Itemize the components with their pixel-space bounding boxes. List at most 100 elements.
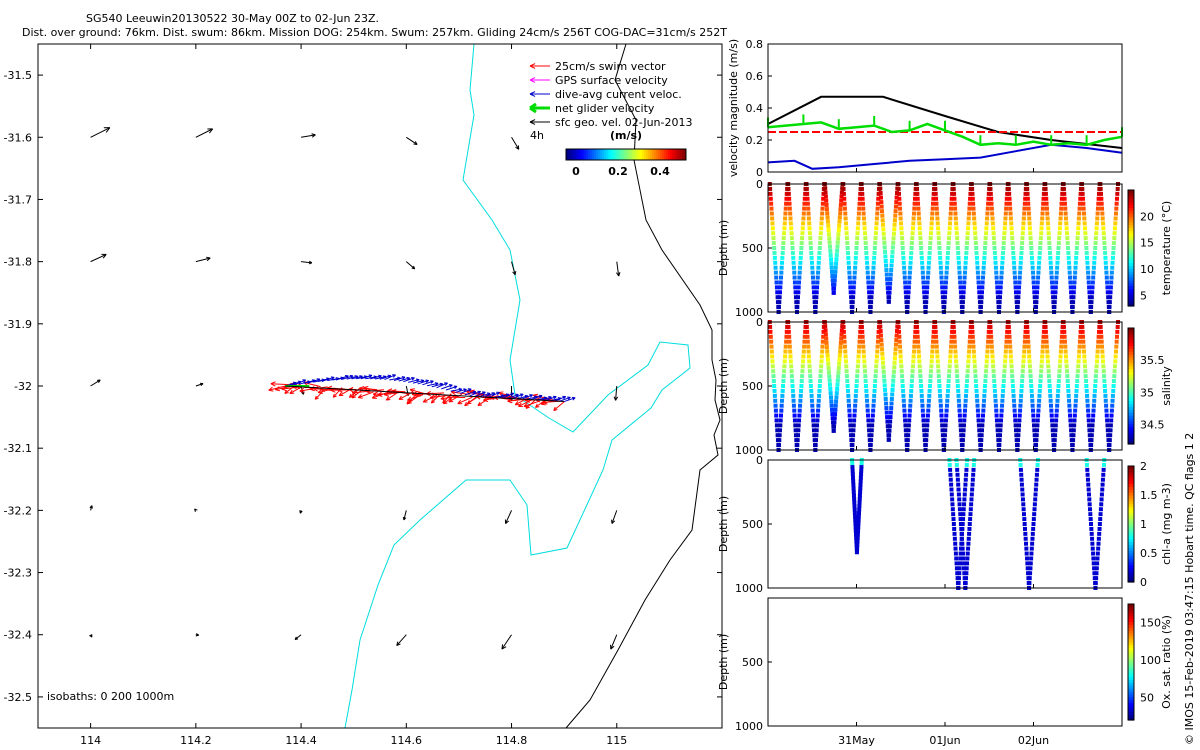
sfc-vector-arrow xyxy=(89,634,93,638)
vel-ytick-label: 0 xyxy=(756,166,763,179)
isobath-label: isobaths: 0 200 1000m xyxy=(47,690,174,703)
dac-vector-arrow xyxy=(559,396,571,402)
depth-ytick-label: 0 xyxy=(756,178,763,191)
dac-vector-arrow xyxy=(464,390,477,396)
map-ytick-label: -32.3 xyxy=(4,567,32,580)
depth-colorbar-label: salinity xyxy=(1160,366,1173,406)
depth-panel-frame xyxy=(767,459,1123,589)
dac-vector-arrow xyxy=(545,395,557,401)
depth-colorbar-tick-label: 150 xyxy=(1140,617,1161,630)
map-xtick-label: 114.6 xyxy=(391,734,423,747)
depth-ytick-label: 500 xyxy=(742,380,763,393)
map-xtick-label: 114.4 xyxy=(285,734,317,747)
legend-swatch xyxy=(529,119,550,125)
depth-ytick-label: 1000 xyxy=(735,444,763,457)
map-ytick-label: -31.6 xyxy=(4,131,32,144)
depth-panel-frame xyxy=(767,597,1123,727)
depth-ytick-label: 0 xyxy=(756,454,763,467)
depth-colorbar: 50 100 150 Ox. sat. ratio (%) xyxy=(1127,603,1173,721)
swim-vector-arrow xyxy=(523,400,540,408)
legend-4h-label: 4h xyxy=(530,129,544,142)
dac-vector-arrow xyxy=(469,390,481,397)
depth-ylabel: Depth (m) xyxy=(717,358,730,414)
depth-colorbar-tick-label: 1 xyxy=(1140,518,1147,531)
sfc-vector-arrow xyxy=(501,634,512,650)
sfc-vector-arrow xyxy=(90,379,101,387)
sfc-vector-arrow xyxy=(405,261,416,270)
legend-label: net glider velocity xyxy=(555,102,655,115)
depth-colorbar-tick-label: 20 xyxy=(1140,210,1154,223)
dac-vector-arrow xyxy=(370,374,382,380)
map-ytick-label: -32 xyxy=(14,380,32,393)
chart-title-line2: Dist. over ground: 76km. Dist. swum: 86k… xyxy=(22,26,727,39)
depth-colorbar-tick-label: 0.5 xyxy=(1140,547,1158,560)
depth-colorbar-tick-label: 35.5 xyxy=(1140,354,1165,367)
dac-vector-arrow xyxy=(403,376,415,383)
swim-vector-arrow xyxy=(518,399,533,407)
depth-panel-3: 500 1000 Depth (m) 50 100 150 Ox. sat. ratio (… xyxy=(717,597,1173,733)
legend-label: dive-avg current veloc. xyxy=(555,88,682,101)
dac-vector-arrow xyxy=(511,393,524,400)
sfc-vector-arrow xyxy=(611,510,618,524)
depth-ylabel: Depth (m) xyxy=(717,634,730,690)
swim-vector-arrow xyxy=(457,396,473,405)
depth-colorbar-label: temperature (°C) xyxy=(1160,201,1173,295)
swim-vector-arrow xyxy=(270,381,289,387)
dac-vector-arrow xyxy=(422,380,434,386)
map-ytick-label: -32.4 xyxy=(4,629,32,642)
dac-vector-arrow xyxy=(426,382,439,387)
legend-arrowhead xyxy=(529,102,537,114)
dac-vector-arrow xyxy=(521,394,533,400)
velocity-frame xyxy=(767,43,1123,173)
map-ytick-label: -31.9 xyxy=(4,318,32,331)
colorbar-tick-label: 0.4 xyxy=(650,165,670,178)
isobath-0m xyxy=(344,43,691,729)
sfc-vector-arrow xyxy=(195,256,211,263)
sfc-vector-arrow xyxy=(300,133,316,138)
depth-colorbar-frame xyxy=(1127,327,1135,445)
footer-credit: © IMOS 15-Feb-2019 03:47:15 Hobart time.… xyxy=(1183,433,1196,745)
series-line-2 xyxy=(767,143,1123,170)
sfc-vector-arrow xyxy=(195,633,200,637)
map-ytick-label: -31.7 xyxy=(4,193,32,206)
swim-vector-arrow xyxy=(281,385,300,392)
sfc-vector-arrow xyxy=(194,508,198,512)
depth-ytick-label: 500 xyxy=(742,518,763,531)
depth-colorbar-label: chl-a (mg m-3) xyxy=(1160,483,1173,565)
vel-ytick-label: 0.6 xyxy=(746,70,764,83)
isobath-1000m xyxy=(565,43,721,729)
sfc-vector-arrow xyxy=(90,253,107,263)
dac-vector-arrow xyxy=(294,379,307,386)
colorbar-tick-label: 0 xyxy=(572,165,580,178)
vel-ytick-label: 0.4 xyxy=(746,102,764,115)
depth-ylabel: Depth (m) xyxy=(717,496,730,552)
depth-colorbar-tick-label: 35 xyxy=(1140,386,1154,399)
velocity-ylabel: velocity magnitude (m/s) xyxy=(727,39,740,177)
swim-vector-arrow xyxy=(477,397,491,407)
colorbar-frame xyxy=(565,148,687,161)
dac-vector-arrow xyxy=(360,374,373,380)
map-ytick-label: -32.1 xyxy=(4,442,32,455)
depth-colorbar-tick-label: 5 xyxy=(1140,289,1147,302)
dac-vector-arrow xyxy=(502,392,515,399)
map-panel: -31.5 -31.6 -31.7 -31.8 -31.9 -32 -32.1 -32.2 -3… xyxy=(4,43,723,747)
dac-vector-arrow xyxy=(488,391,500,398)
sfc-vector-arrow xyxy=(610,634,618,650)
map-ytick-label: -32.2 xyxy=(4,504,32,517)
time-xtick-label: 31May xyxy=(838,734,875,747)
dac-vector-arrow xyxy=(436,382,448,389)
colorbar-tick-label: 0.2 xyxy=(608,165,628,178)
time-xtick-label: 02Jun xyxy=(1018,734,1049,747)
swim-vector-arrow xyxy=(422,394,438,403)
depth-colorbar-tick-label: 34.5 xyxy=(1140,419,1165,432)
sfc-vector-arrow xyxy=(396,634,407,646)
depth-colorbar-tick-label: 2 xyxy=(1140,460,1147,473)
sfc-vector-arrow xyxy=(511,261,517,276)
legend-label: GPS surface velocity xyxy=(555,74,668,87)
vel-ytick-label: 0.2 xyxy=(746,134,764,147)
chart-title-line1: SG540 Leeuwin20130522 30-May 00Z to 02-J… xyxy=(86,12,380,25)
vel-ytick-label: 0.8 xyxy=(746,38,764,51)
dac-vector-arrow xyxy=(445,385,458,391)
